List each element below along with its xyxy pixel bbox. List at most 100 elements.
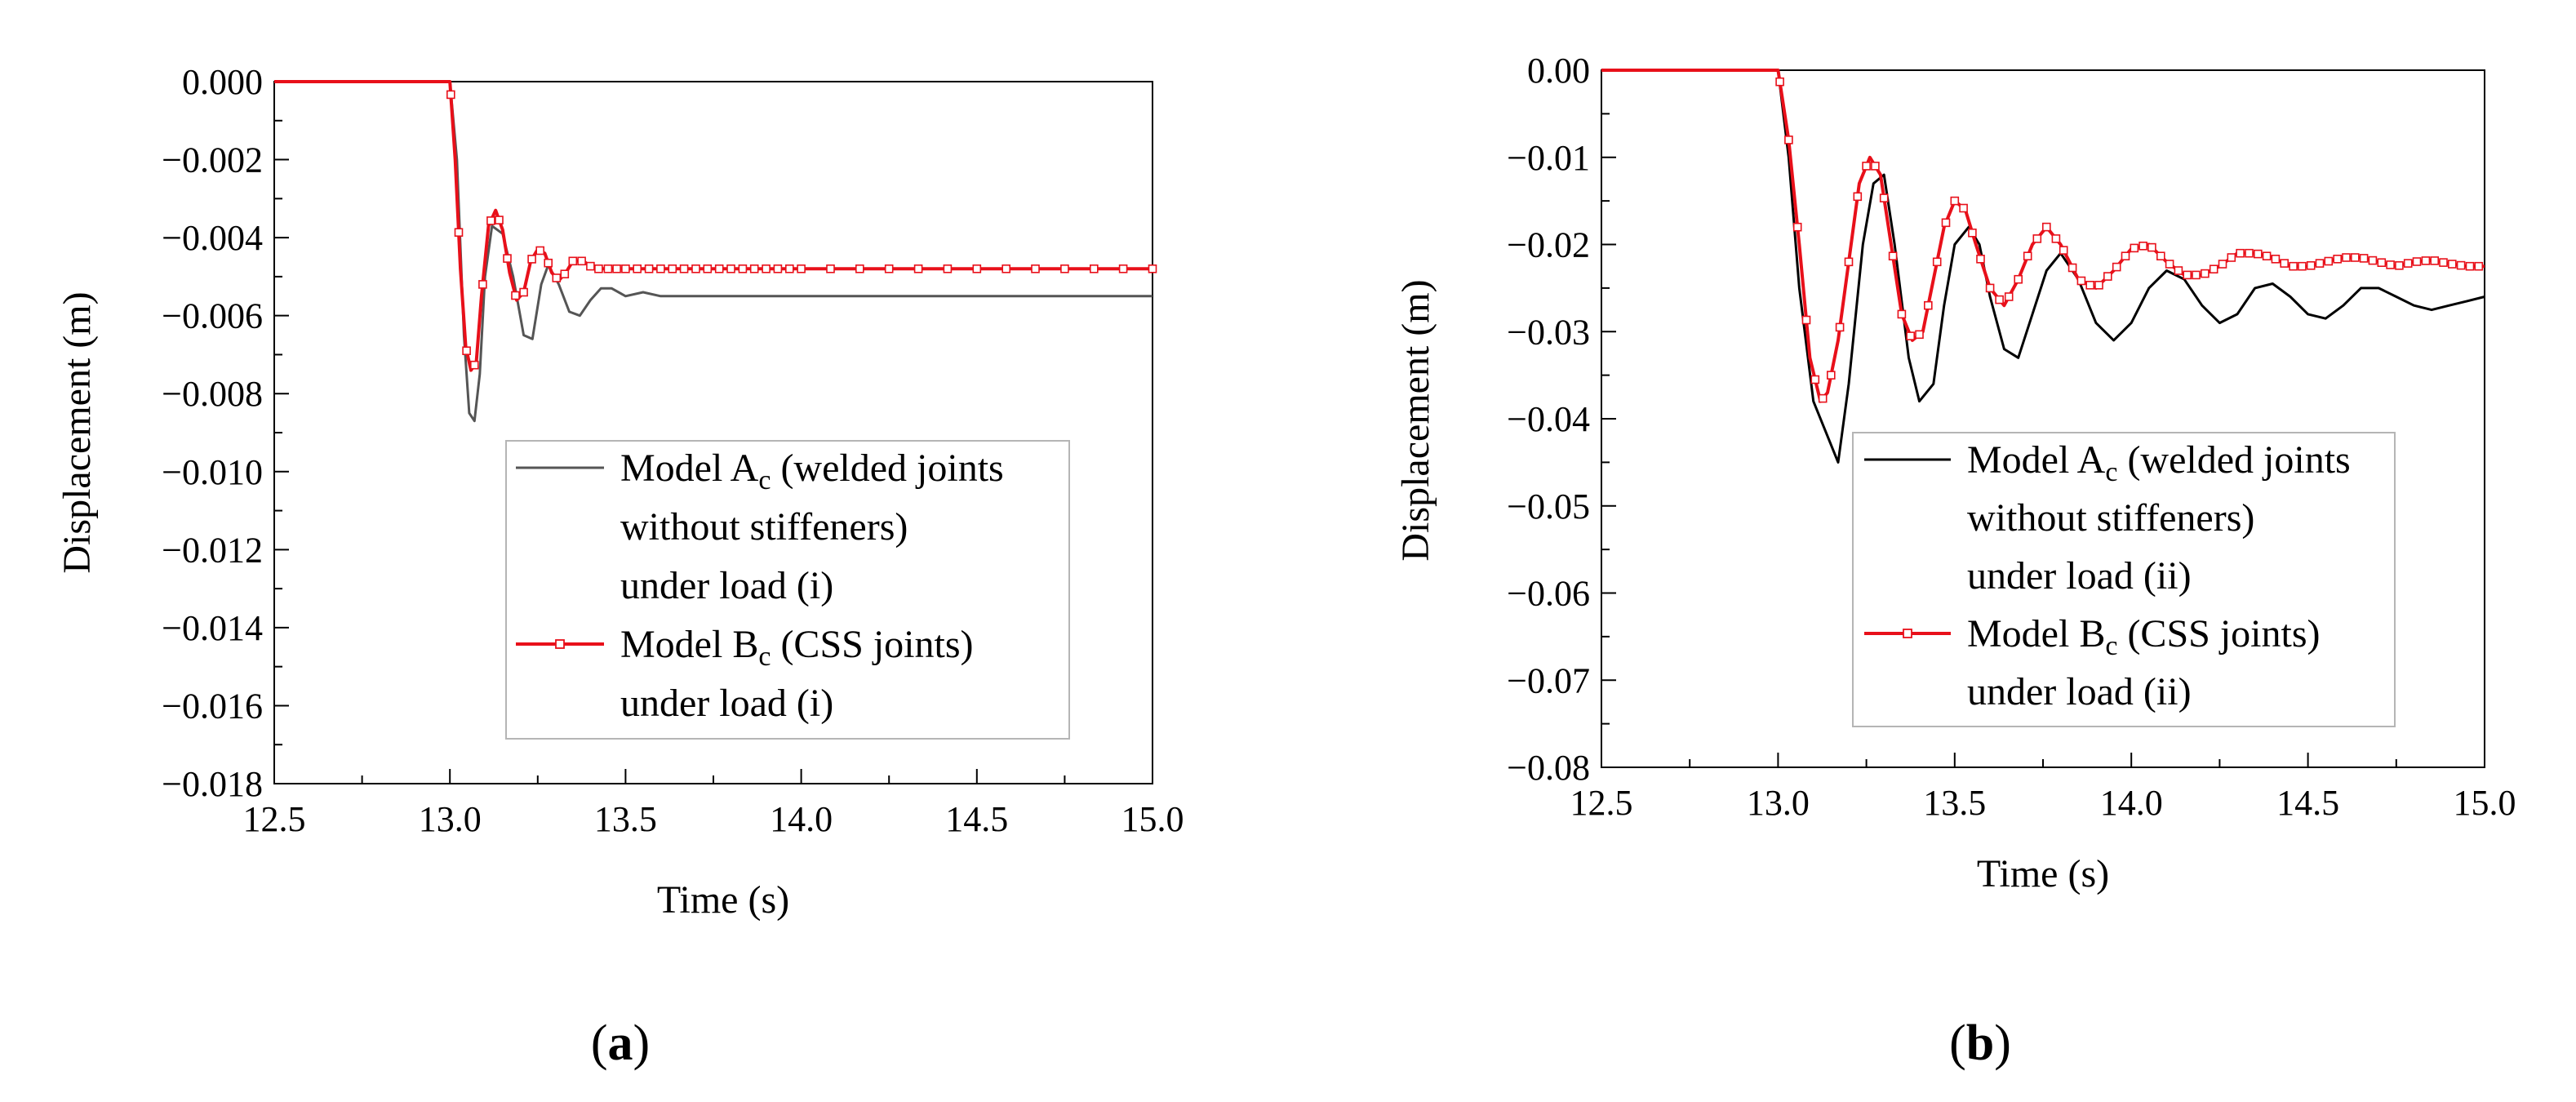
data-marker	[519, 287, 528, 297]
data-marker	[552, 273, 562, 282]
data-marker	[2324, 256, 2334, 266]
legend-entry-text: under load (ii)	[1967, 554, 2192, 598]
data-marker	[486, 216, 495, 225]
data-marker	[1968, 228, 1977, 238]
data-marker	[1810, 375, 1820, 384]
data-marker	[749, 264, 759, 273]
y-tick-label: −0.006	[162, 296, 263, 336]
data-marker	[2121, 251, 2130, 261]
data-marker	[1775, 77, 1784, 87]
data-marker	[2395, 260, 2404, 270]
x-tick-label: 15.0	[2454, 783, 2516, 823]
data-marker	[544, 258, 553, 268]
series-markers-model-b	[446, 90, 1157, 370]
data-marker	[2059, 246, 2068, 255]
data-marker	[2456, 260, 2466, 270]
data-marker	[2439, 258, 2448, 267]
y-tick-label: −0.012	[162, 530, 263, 570]
data-marker	[2103, 272, 2112, 281]
data-marker	[495, 216, 504, 224]
data-marker	[679, 264, 689, 273]
data-marker	[2076, 276, 2086, 286]
data-marker	[2067, 263, 2077, 273]
data-marker	[1118, 264, 1128, 273]
data-marker	[703, 264, 713, 273]
data-marker	[1090, 264, 1099, 273]
legend-entry-text: without stiffeners)	[1967, 496, 2254, 540]
data-marker	[1148, 264, 1157, 273]
data-marker	[1941, 218, 1951, 228]
y-tick-label: −0.014	[162, 608, 263, 648]
data-marker	[1844, 257, 1854, 267]
data-marker	[2403, 259, 2413, 268]
data-marker	[2448, 260, 2457, 269]
data-marker	[2421, 256, 2431, 265]
data-marker	[621, 264, 630, 273]
data-marker	[2315, 259, 2325, 268]
y-tick-label: −0.06	[1507, 574, 1590, 614]
data-marker	[1871, 162, 1880, 171]
data-marker	[503, 254, 512, 263]
data-marker	[826, 264, 835, 273]
data-marker	[2174, 266, 2183, 275]
data-marker	[1995, 295, 2004, 304]
panel-label-a: (a)	[591, 1015, 650, 1071]
data-marker	[644, 264, 654, 273]
legend-entry-text: Model Ac (welded joints	[620, 447, 1004, 495]
data-marker	[2147, 242, 2156, 252]
y-tick-label: −0.018	[162, 764, 263, 804]
legend-items: Model Ac (welded joints without stiffener…	[1864, 438, 2351, 713]
y-tick-label: −0.01	[1507, 138, 1590, 178]
data-marker	[714, 264, 724, 273]
data-marker	[2227, 253, 2236, 262]
y-tick-label: −0.010	[162, 452, 263, 492]
data-marker	[668, 264, 677, 273]
x-tick-label: 14.5	[2276, 783, 2339, 823]
data-marker	[2386, 260, 2395, 269]
legend-entry-text: Model Bc (CSS joints)	[620, 623, 974, 672]
data-marker	[1879, 193, 1889, 202]
data-marker	[797, 264, 806, 273]
legend-entry-text: under load (i)	[620, 564, 833, 607]
x-tick-label: 13.0	[1747, 783, 1810, 823]
data-marker	[478, 280, 487, 289]
legend-marker	[555, 639, 565, 649]
panel-label-b: (b)	[1949, 1015, 2011, 1071]
data-marker	[1888, 251, 1898, 261]
y-tick-labels: 0.00 −0.01 −0.02 −0.03 −0.04 −0.05 −0.06 −0.07 −…	[1507, 51, 1590, 788]
data-marker	[1853, 192, 1863, 202]
data-marker	[586, 261, 595, 271]
data-marker	[511, 291, 520, 300]
data-series	[274, 80, 1157, 423]
data-marker	[2359, 254, 2369, 263]
y-tick-label: −0.04	[1507, 399, 1590, 439]
data-marker	[2183, 270, 2192, 280]
data-marker	[2306, 260, 2316, 270]
data-marker	[535, 246, 545, 256]
data-marker	[1801, 315, 1811, 325]
legend-entry-text: under load (ii)	[1967, 670, 2192, 713]
legend-entry-text: under load (i)	[620, 682, 833, 725]
data-marker	[1897, 309, 1907, 319]
x-tick-label: 13.5	[594, 799, 657, 839]
data-marker	[1906, 331, 1915, 340]
data-marker	[1818, 393, 1828, 403]
x-tick-label: 14.5	[945, 799, 1008, 839]
data-marker	[2023, 251, 2032, 261]
data-marker	[2139, 241, 2147, 251]
data-marker	[1031, 264, 1040, 273]
data-marker	[2289, 261, 2298, 271]
data-series	[1601, 69, 2485, 464]
data-marker	[2430, 256, 2439, 265]
data-marker	[2368, 256, 2378, 265]
data-marker	[943, 264, 953, 273]
y-tick-label: −0.004	[162, 218, 263, 258]
data-marker	[1950, 196, 1960, 206]
x-tick-label: 14.0	[770, 799, 833, 839]
data-marker	[2280, 259, 2289, 268]
data-marker	[1915, 330, 1924, 340]
data-marker	[2192, 270, 2201, 280]
data-marker	[656, 264, 665, 273]
tick-marks	[1601, 69, 2485, 768]
data-marker	[469, 360, 479, 370]
